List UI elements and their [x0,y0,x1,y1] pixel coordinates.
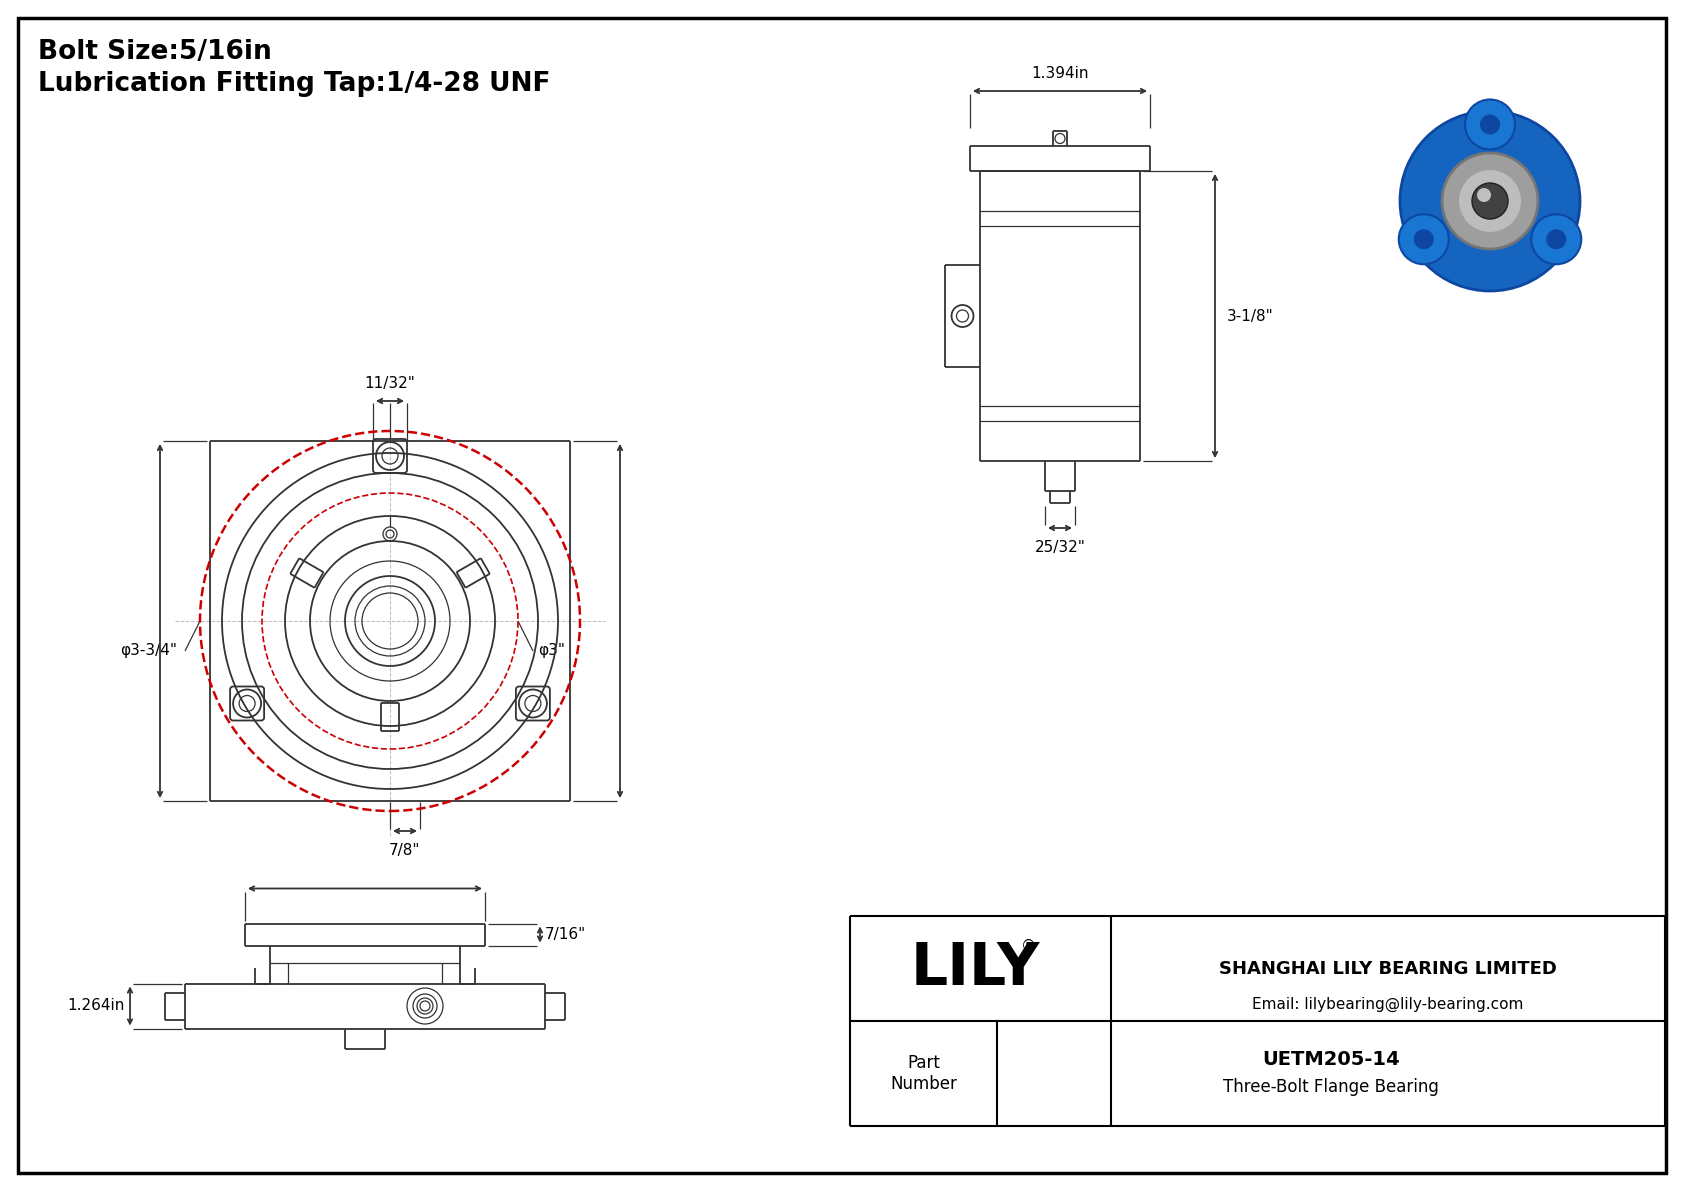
Circle shape [1399,214,1448,264]
Circle shape [1465,100,1516,150]
Circle shape [1442,152,1537,249]
Text: Bolt Size:5/16in: Bolt Size:5/16in [39,39,271,66]
Circle shape [1458,169,1522,233]
Text: ®: ® [1021,939,1036,954]
Text: 1.264in: 1.264in [67,998,125,1014]
Text: 25/32": 25/32" [1034,540,1086,555]
Text: 7/16": 7/16" [546,927,586,942]
Circle shape [1415,229,1433,249]
Text: φ3": φ3" [537,643,566,659]
Text: 3-1/8": 3-1/8" [1228,308,1273,324]
Text: 11/32": 11/32" [364,376,416,391]
Circle shape [1531,214,1581,264]
Text: Three-Bolt Flange Bearing: Three-Bolt Flange Bearing [1223,1079,1438,1097]
Text: Email: lilybearing@lily-bearing.com: Email: lilybearing@lily-bearing.com [1253,997,1524,1012]
Text: UETM205-14: UETM205-14 [1261,1050,1399,1070]
Circle shape [1399,111,1580,291]
Text: 7/8": 7/8" [389,843,421,858]
Circle shape [1546,229,1566,249]
Text: Part
Number: Part Number [889,1054,957,1093]
Text: Lubrication Fitting Tap:1/4-28 UNF: Lubrication Fitting Tap:1/4-28 UNF [39,71,551,96]
Text: 1.394in: 1.394in [1031,66,1090,81]
Circle shape [1477,188,1490,202]
Text: SHANGHAI LILY BEARING LIMITED: SHANGHAI LILY BEARING LIMITED [1219,960,1556,978]
Circle shape [1480,114,1500,135]
Text: LILY: LILY [911,940,1041,997]
Circle shape [1472,183,1507,219]
Text: φ3-3/4": φ3-3/4" [120,643,177,659]
